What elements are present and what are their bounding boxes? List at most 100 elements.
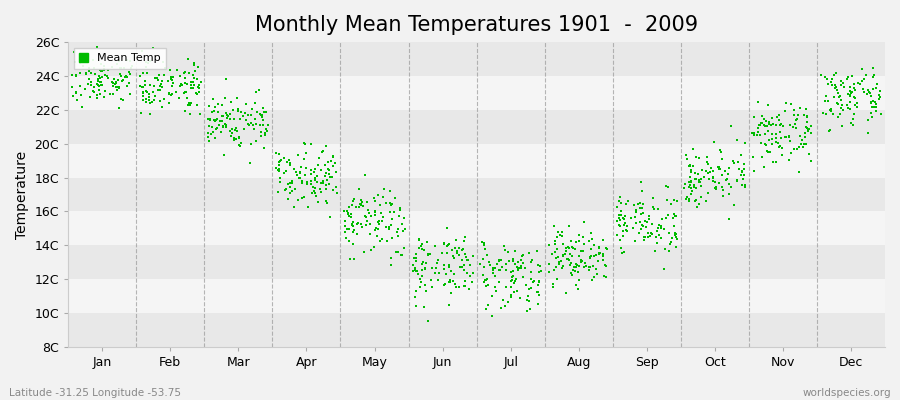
Point [552, 260, 566, 267]
Point [504, 284, 518, 290]
Point [478, 277, 492, 284]
Point [178, 88, 193, 95]
Point [293, 164, 308, 170]
Point [632, 230, 646, 236]
Point [504, 268, 518, 275]
Point [370, 232, 384, 239]
Point [559, 290, 573, 296]
Point [688, 176, 703, 182]
Point [155, 78, 169, 84]
Point [550, 276, 564, 282]
Point [700, 154, 715, 160]
Point [784, 100, 798, 107]
Point [681, 178, 696, 185]
Point [201, 130, 215, 136]
Point [202, 123, 216, 129]
Point [92, 82, 106, 89]
Point [662, 230, 677, 236]
Point [480, 276, 494, 282]
Point [614, 245, 628, 252]
Point [340, 211, 355, 218]
Point [850, 104, 865, 110]
Point [320, 166, 335, 172]
Point [486, 270, 500, 276]
Point [776, 123, 790, 130]
Point [328, 160, 343, 166]
Point [633, 200, 647, 207]
Point [690, 204, 705, 210]
Point [617, 222, 632, 228]
Point [641, 234, 655, 240]
Point [249, 88, 264, 95]
Point [530, 282, 544, 288]
Point [745, 130, 760, 136]
Point [87, 70, 102, 77]
Point [684, 179, 698, 186]
Point [631, 201, 645, 208]
Point [654, 223, 669, 229]
Point [796, 144, 810, 150]
Point [411, 270, 426, 277]
Point [554, 232, 569, 239]
Point [319, 182, 333, 188]
Point [669, 213, 683, 219]
Point [447, 245, 462, 252]
Point [280, 159, 294, 165]
Point [500, 284, 514, 290]
Point [753, 120, 768, 126]
Point [491, 261, 505, 267]
Point [722, 190, 736, 197]
Point [455, 246, 470, 252]
Point [444, 290, 458, 296]
Point [712, 180, 726, 186]
Point [191, 84, 205, 90]
Point [764, 141, 778, 147]
Point [793, 105, 807, 111]
Point [817, 74, 832, 80]
Bar [68, 110, 885, 144]
Point [67, 49, 81, 55]
Point [324, 174, 338, 181]
Point [834, 123, 849, 129]
Point [320, 176, 335, 183]
Point [415, 273, 429, 280]
Point [372, 220, 386, 227]
Point [818, 111, 832, 117]
Point [230, 106, 245, 112]
Point [851, 80, 866, 86]
Point [644, 231, 659, 238]
Point [804, 123, 818, 129]
Point [326, 186, 340, 193]
Point [596, 253, 610, 259]
Point [863, 90, 878, 96]
Point [176, 90, 191, 96]
Point [717, 168, 732, 175]
Point [367, 195, 382, 202]
Point [521, 293, 535, 299]
Point [684, 184, 698, 191]
Point [549, 255, 563, 261]
Point [326, 163, 340, 169]
Point [192, 89, 206, 95]
Point [154, 80, 168, 87]
Point [133, 73, 148, 80]
Point [716, 184, 730, 190]
Point [682, 182, 697, 188]
Point [610, 204, 625, 211]
Point [758, 122, 772, 129]
Point [261, 122, 275, 129]
Point [492, 267, 507, 273]
Point [187, 68, 202, 75]
Point [762, 149, 777, 155]
Point [694, 176, 708, 182]
Point [836, 80, 850, 86]
Point [308, 175, 322, 181]
Point [339, 234, 354, 241]
Point [205, 128, 220, 135]
Point [439, 250, 454, 256]
Point [561, 256, 575, 262]
Point [669, 212, 683, 219]
Point [614, 208, 628, 214]
Point [814, 72, 828, 78]
Point [187, 60, 202, 66]
